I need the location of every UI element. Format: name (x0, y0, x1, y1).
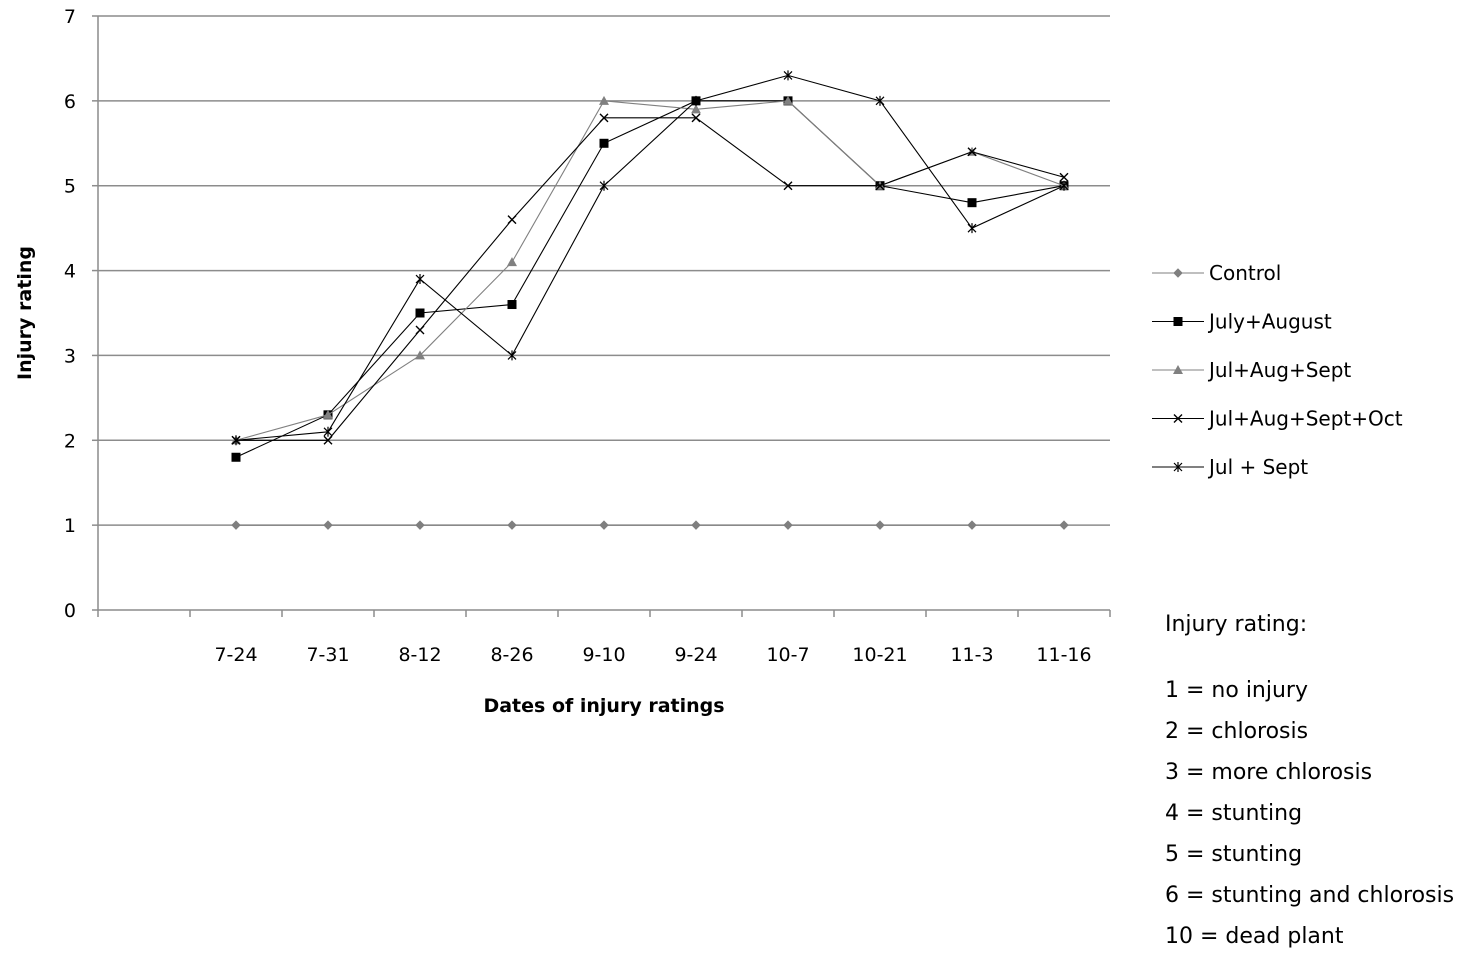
data-point-jul-aug-sept-oct (599, 113, 609, 123)
x-tick-label: 9-24 (674, 644, 717, 666)
data-point-control (415, 520, 425, 530)
x-tick-label: 8-26 (490, 644, 533, 666)
x-tick-label: 8-12 (398, 644, 441, 666)
data-point-jul-sept (875, 95, 885, 106)
x-tick-label: 7-24 (214, 644, 257, 666)
x-tick-label: 10-7 (766, 644, 809, 666)
x-tick-labels: 7-24 7-31 8-12 8-26 9-10 9-24 10-7 10-21 11-3 11-… (214, 644, 1091, 666)
key-item-2: 2 = chlorosis (1165, 719, 1308, 744)
data-point-control (783, 520, 793, 530)
key-item-5: 5 = stunting (1165, 842, 1302, 867)
y-axis-title: Injury rating (14, 246, 36, 380)
key-item-4: 4 = stunting (1165, 801, 1302, 826)
legend-item-jul-aug-sept: Jul+Aug+Sept (1152, 358, 1351, 382)
data-point-control (1059, 520, 1069, 530)
data-point-control (875, 520, 885, 530)
legend-label: Jul+Aug+Sept+Oct (1207, 407, 1403, 431)
legend-swatch-marker (1173, 462, 1183, 472)
data-point-jul-aug-sept (507, 257, 517, 267)
data-point-jul-aug-sept-oct (691, 113, 701, 123)
legend-item-july-august: July+August (1152, 310, 1332, 334)
legend-label: Control (1209, 261, 1281, 285)
series-line-july-august (235, 100, 1065, 458)
key-item-1: 1 = no injury (1165, 678, 1308, 703)
data-point-jul-aug-sept-oct (1059, 172, 1069, 182)
legend-item-control: Control (1152, 261, 1281, 285)
data-point-control (507, 520, 517, 530)
data-point-jul-sept (231, 435, 241, 446)
legend-swatch-marker (1173, 414, 1183, 423)
legend-item-jul-sept: Jul + Sept (1152, 455, 1308, 479)
x-tick-label: 10-21 (852, 644, 907, 666)
series-jul-sept (231, 70, 1069, 446)
data-point-july-august (231, 452, 241, 462)
data-point-jul-aug-sept-oct (875, 181, 885, 191)
data-point-jul-aug-sept (415, 350, 425, 360)
y-tick-label: 4 (64, 261, 76, 283)
x-tick-label: 11-3 (950, 644, 993, 666)
legend-label: Jul + Sept (1207, 455, 1308, 479)
series-line-jul-aug-sept-oct (236, 117, 1065, 441)
series-control (231, 520, 1069, 530)
data-point-jul-sept (599, 180, 609, 191)
y-tick-label: 3 (64, 345, 76, 367)
legend-label: Jul+Aug+Sept (1207, 358, 1351, 382)
data-point-jul-aug-sept-oct (967, 147, 977, 157)
data-point-jul-aug-sept-oct (323, 435, 333, 445)
y-tick-label: 0 (64, 600, 76, 622)
data-point-control (691, 520, 701, 530)
data-point-jul-aug-sept-oct (415, 325, 425, 335)
key-heading: Injury rating: (1165, 612, 1307, 637)
legend: Control July+August Jul+Aug+Sept Jul+Aug+Se… (1152, 261, 1403, 479)
legend-swatch-marker (1173, 268, 1183, 278)
key-item-7: 10 = dead plant (1165, 924, 1344, 949)
data-point-jul-sept (323, 426, 333, 437)
data-point-jul-sept (507, 350, 517, 361)
x-tick-label: 9-10 (582, 644, 625, 666)
legend-label: July+August (1207, 310, 1332, 334)
data-point-jul-aug-sept (599, 95, 609, 105)
axes (97, 16, 1111, 617)
data-point-control (231, 520, 241, 530)
injury-rating-key: Injury rating: 1 = no injury 2 = chloros… (1165, 612, 1454, 949)
data-point-july-august (599, 138, 609, 148)
x-tick-label: 7-31 (306, 644, 349, 666)
data-point-jul-sept (1059, 180, 1069, 191)
data-point-jul-sept (415, 274, 425, 285)
data-point-jul-aug-sept (691, 104, 701, 114)
data-point-control (323, 520, 333, 530)
data-point-jul-sept (691, 95, 701, 106)
legend-swatch-marker (1173, 317, 1183, 326)
data-point-jul-aug-sept (783, 95, 793, 105)
y-tick-labels: 0 1 2 3 4 5 6 7 (64, 6, 76, 622)
data-point-jul-sept (967, 223, 977, 234)
data-point-july-august (507, 300, 517, 310)
key-item-3: 3 = more chlorosis (1165, 760, 1372, 785)
x-axis-title: Dates of injury ratings (483, 695, 724, 717)
key-item-6: 6 = stunting and chlorosis (1165, 883, 1454, 908)
series-lines (231, 70, 1069, 530)
y-tick-label: 5 (64, 176, 76, 198)
data-point-jul-sept (783, 70, 793, 81)
data-point-jul-aug-sept (323, 409, 333, 419)
series-jul-aug-sept-oct (231, 113, 1069, 445)
legend-item-jul-aug-sept-oct: Jul+Aug+Sept+Oct (1152, 407, 1403, 431)
data-point-jul-aug-sept-oct (783, 181, 793, 191)
data-point-jul-aug-sept-oct (507, 215, 517, 225)
series-july-august (231, 96, 1069, 462)
series-line-jul-sept (235, 74, 1065, 441)
y-tick-label: 1 (64, 515, 76, 537)
legend-swatch-marker (1173, 365, 1183, 374)
data-point-control (967, 520, 977, 530)
data-point-control (599, 520, 609, 530)
y-tick-label: 6 (64, 91, 76, 113)
x-tick-label: 11-16 (1036, 644, 1091, 666)
y-tick-label: 7 (64, 6, 76, 28)
data-point-july-august (967, 198, 977, 208)
y-tick-label: 2 (64, 430, 76, 452)
data-point-july-august (415, 308, 425, 318)
